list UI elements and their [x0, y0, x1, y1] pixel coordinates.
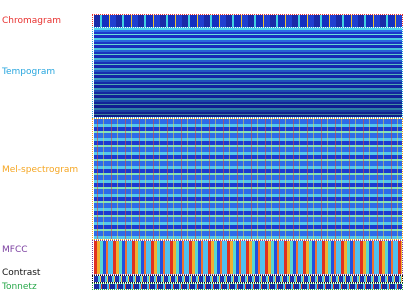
- panel-frame: [92, 240, 403, 275]
- panel-frame: [92, 283, 403, 290]
- panel-frame: [92, 118, 403, 240]
- chromagram-map: [94, 15, 402, 27]
- panel-label: Mel-spectrogram: [2, 165, 79, 175]
- mel-spectrogram-map: [94, 119, 402, 239]
- mfcc-map: [94, 241, 402, 274]
- contrast-map: [94, 276, 402, 282]
- panel-label: MFCC: [2, 245, 28, 255]
- panel-label: Tonnetz: [2, 282, 37, 292]
- panel-frame: [92, 275, 403, 283]
- tonnetz-map: [94, 284, 402, 289]
- panel-label: Contrast: [2, 268, 41, 278]
- tempogram-map: [94, 28, 402, 117]
- panel-frame: [92, 27, 403, 118]
- panel-frame: [92, 14, 403, 28]
- panel-label: Tempogram: [2, 67, 56, 77]
- panel-label: Chromagram: [2, 16, 61, 26]
